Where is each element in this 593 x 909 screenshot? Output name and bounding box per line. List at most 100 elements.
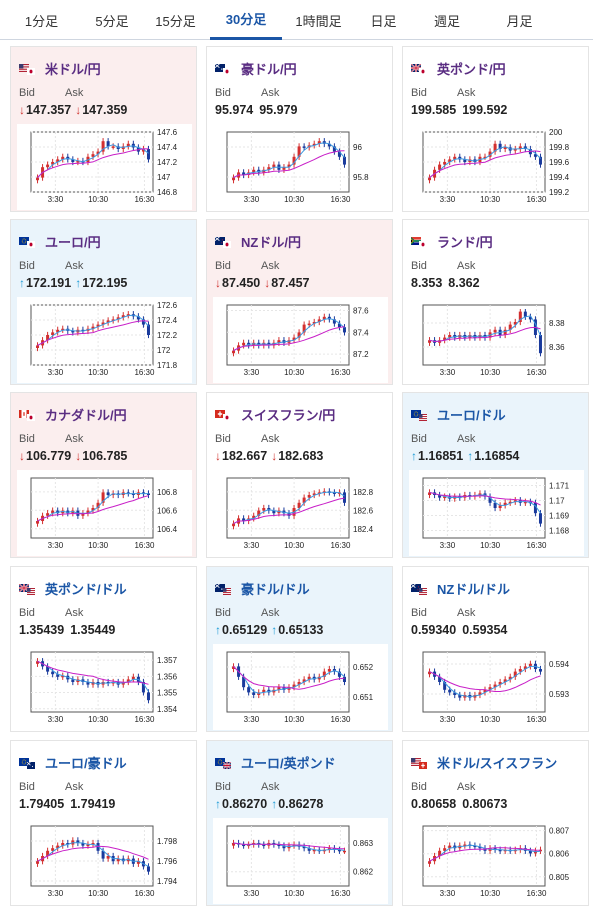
- candle-body: [312, 143, 316, 146]
- ma-long-line: [429, 847, 541, 862]
- currency-pair-link[interactable]: 英ポンド/円: [411, 60, 506, 77]
- candle-body: [342, 676, 346, 682]
- y-tick-label: 147: [157, 173, 171, 182]
- bid-value-row: 199.585 199.592: [411, 103, 507, 117]
- y-tick-label: 87.4: [353, 328, 369, 337]
- bid-label: Bid: [411, 433, 427, 445]
- price-chart-11: 0.594 0.593 3:30 10:30 16:30: [422, 651, 570, 724]
- tab-5[interactable]: 日足: [370, 13, 397, 29]
- price-chart-3: 172.6 172.4 172.2 172 171.8 3:30 10:30 16:30: [30, 301, 178, 377]
- candle-body: [493, 502, 497, 508]
- candle-body: [307, 495, 311, 498]
- chart-area[interactable]: 0.807 0.806 0.805 3:30 10:30 16:30: [409, 818, 584, 904]
- x-tick-label: 16:30: [134, 889, 155, 898]
- candle-body: [443, 496, 447, 499]
- ma-long-line: [233, 842, 345, 850]
- candle-body: [76, 160, 80, 163]
- tab-0[interactable]: 1分足: [24, 13, 59, 29]
- tab-7[interactable]: 月足: [506, 13, 533, 29]
- currency-pair-link[interactable]: スイスフラン/円: [215, 406, 335, 423]
- price-chart-9: 1.357 1.356 1.355 1.354 3:30 10:30 16:30: [30, 651, 178, 724]
- currency-pair-link[interactable]: 米ドル/円: [19, 60, 101, 77]
- candle-body: [111, 319, 115, 321]
- tab-1[interactable]: 5分足: [95, 13, 129, 29]
- down-arrow-icon: ↓: [264, 276, 271, 290]
- x-tick-label: 3:30: [244, 368, 260, 377]
- y-tick-label: 172.4: [157, 316, 178, 325]
- chart-area[interactable]: 96 95.8 3:30 10:30 16:30: [213, 124, 388, 210]
- chart-area[interactable]: 1.798 1.796 1.794 3:30 10:30 16:30: [17, 818, 192, 904]
- chart-area[interactable]: 87.6 87.4 87.2 3:30 10:30 16:30: [213, 297, 388, 383]
- pair-title: ユーロ/円: [45, 234, 101, 250]
- candle-body: [36, 661, 40, 664]
- currency-pair-link[interactable]: カナダドル/円: [19, 406, 127, 423]
- candle-body: [136, 861, 140, 864]
- candle-body: [538, 513, 542, 524]
- currency-pair-link[interactable]: ユーロ/円: [19, 233, 101, 250]
- chart-area[interactable]: 0.863 0.862 3:30 10:30 16:30: [213, 818, 388, 904]
- pair-title: NZドル/ドル: [437, 581, 510, 597]
- x-tick-label: 3:30: [48, 368, 64, 377]
- eu-jp-flag-icon: [19, 236, 35, 248]
- candle-body: [131, 493, 135, 495]
- ma-short-line: [37, 314, 149, 346]
- chart-area[interactable]: 0.594 0.593 3:30 10:30 16:30: [409, 644, 584, 730]
- x-tick-label: 10:30: [480, 195, 501, 204]
- za-jp-flag-icon: [411, 236, 427, 248]
- currency-pair-link[interactable]: ユーロ/豪ドル: [19, 754, 127, 771]
- chart-area[interactable]: 1.357 1.356 1.355 1.354 3:30 10:30 16:30: [17, 644, 192, 730]
- currency-pair-link[interactable]: ユーロ/ドル: [411, 406, 506, 423]
- y-tick-label: 172: [157, 346, 171, 355]
- candle-body: [121, 315, 125, 318]
- ma-short-line: [429, 491, 541, 514]
- chart-area[interactable]: 0.652 0.651 3:30 10:30 16:30: [213, 644, 388, 730]
- candle-body: [478, 493, 482, 495]
- ask-value: 106.785: [82, 449, 128, 463]
- candle-body: [518, 146, 522, 149]
- candle-body: [342, 850, 346, 853]
- chart-area[interactable]: 182.8 182.6 182.4 3:30 10:30 16:30: [213, 470, 388, 556]
- ma-short-line: [37, 842, 149, 867]
- chart-area[interactable]: 8.38 8.36 3:30 10:30 16:30: [409, 297, 584, 383]
- candle-body: [327, 669, 331, 672]
- candle-body: [96, 324, 100, 327]
- currency-card: カナダドル/円 Bid Ask ↓106.779 ↓106.785 106.8 106.6 1…: [10, 392, 197, 558]
- currency-pair-link[interactable]: 豪ドル/円: [215, 60, 297, 77]
- candle-body: [498, 682, 502, 685]
- currency-pair-link[interactable]: 米ドル/スイスフラン: [411, 754, 557, 771]
- currency-pair-link[interactable]: ユーロ/英ポンド: [215, 754, 336, 771]
- candle-body: [337, 849, 341, 852]
- candle-body: [252, 169, 256, 173]
- currency-pair-link[interactable]: NZドル/円: [215, 233, 301, 250]
- chart-area[interactable]: 200 199.8 199.6 199.4 199.2 3:30 10:30 16:30: [409, 124, 584, 210]
- y-tick-label: 1.171: [549, 482, 570, 491]
- ask-label: Ask: [457, 260, 476, 272]
- y-tick-label: 106.4: [157, 525, 178, 534]
- y-tick-label: 146.8: [157, 188, 178, 197]
- tab-3[interactable]: 30分足: [210, 0, 282, 40]
- chart-area[interactable]: 106.8 106.6 106.4 3:30 10:30 16:30: [17, 470, 192, 556]
- candle-body: [478, 692, 482, 695]
- bid-value-row: 8.353 8.362: [411, 276, 480, 290]
- chart-area[interactable]: 1.171 1.17 1.169 1.168 3:30 10:30 16:30: [409, 470, 584, 556]
- chart-area[interactable]: 147.6 147.4 147.2 147 146.8 3:30 10:30 16:30: [17, 124, 192, 210]
- currency-card: ユーロ/豪ドル Bid Ask 1.79405 1.79419 1.798 1.796 1.7…: [10, 740, 197, 906]
- bid-label: Bid: [215, 607, 231, 619]
- tab-6[interactable]: 週足: [433, 13, 460, 29]
- candle-body: [342, 156, 346, 165]
- candle-body: [252, 692, 256, 695]
- chart-area[interactable]: 172.6 172.4 172.2 172 171.8 3:30 10:30 16:30: [17, 297, 192, 383]
- currency-pair-link[interactable]: 英ポンド/ドル: [19, 580, 127, 597]
- bid-value-row: ↓182.667 ↓182.683: [215, 449, 323, 463]
- candle-body: [513, 671, 517, 677]
- currency-pair-link[interactable]: NZドル/ドル: [411, 580, 510, 597]
- candle-body: [317, 141, 321, 144]
- tab-4[interactable]: 1時間足: [295, 13, 342, 29]
- currency-pair-link[interactable]: ランド/円: [411, 233, 493, 250]
- candle-body: [493, 684, 497, 688]
- y-tick-label: 0.806: [549, 850, 570, 859]
- candle-body: [488, 687, 492, 690]
- tab-2[interactable]: 15分足: [155, 13, 196, 29]
- currency-pair-link[interactable]: 豪ドル/ドル: [215, 580, 310, 597]
- bid-value-row: ↑172.191 ↑172.195: [19, 276, 127, 290]
